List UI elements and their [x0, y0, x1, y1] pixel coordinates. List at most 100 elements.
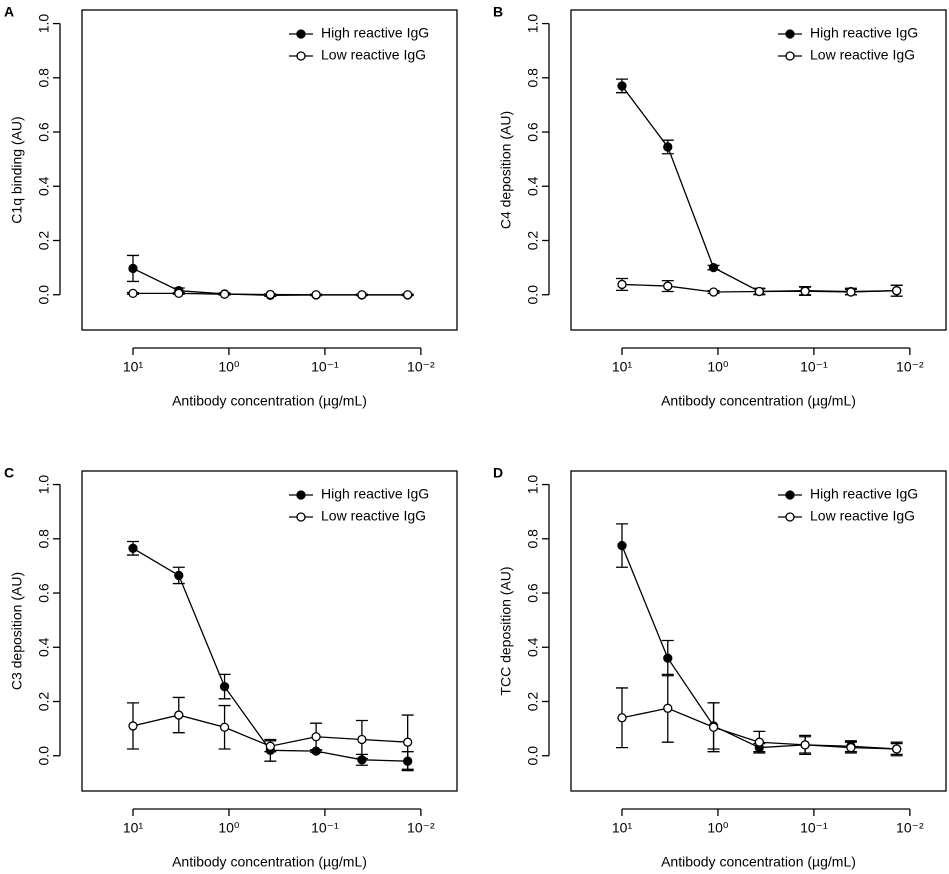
marker — [617, 540, 627, 551]
y-tick-label: 0.0 — [36, 746, 52, 766]
marker — [265, 741, 275, 751]
x-tick-label: 10⁰ — [218, 820, 240, 836]
plot-box — [81, 470, 458, 792]
y-tick-label: 1.0 — [525, 475, 541, 495]
marker — [708, 287, 719, 297]
panel-label: B — [493, 4, 503, 20]
panel-label: C — [4, 465, 14, 481]
x-tick-label: 10⁰ — [218, 359, 240, 375]
panel-label: A — [4, 4, 14, 20]
series-line — [132, 547, 408, 762]
marker — [846, 742, 856, 753]
marker — [403, 737, 413, 747]
marker — [663, 703, 673, 713]
marker — [663, 281, 673, 291]
marker — [357, 290, 367, 300]
legend-label: Low reactive IgG — [810, 47, 915, 63]
marker — [128, 543, 138, 553]
marker — [617, 81, 627, 91]
x-tick-label: 10⁻¹ — [311, 820, 339, 836]
marker — [219, 289, 230, 299]
y-tick-label: 0.2 — [525, 692, 541, 712]
x-tick-label: 10¹ — [123, 359, 144, 375]
marker — [128, 721, 138, 731]
panel: D 0.0 0.2 0.4 0.6 0.8 1.0 10¹ 10⁰ 10⁻¹ 10⁻² Antibod… — [493, 465, 947, 870]
y-tick-label: 0.6 — [36, 122, 52, 142]
y-tick-label: 0.6 — [525, 122, 541, 142]
marker — [174, 710, 184, 720]
y-axis-label: TCC deposition (AU) — [498, 566, 514, 695]
marker — [617, 279, 627, 290]
x-axis-label: Antibody concentration (µg/mL) — [172, 393, 367, 409]
x-axis-label: Antibody concentration (µg/mL) — [172, 854, 367, 870]
y-tick-label: 0.4 — [36, 637, 52, 657]
y-tick-label: 0.0 — [525, 746, 541, 766]
marker — [754, 286, 764, 297]
y-axis-label: C3 deposition (AU) — [9, 572, 25, 690]
x-tick-label: 10¹ — [123, 820, 144, 836]
legend-label: High reactive IgG — [321, 25, 429, 41]
x-tick-label: 10⁻² — [407, 359, 435, 375]
y-tick-label: 0.8 — [525, 68, 541, 88]
plot-box — [81, 9, 458, 331]
y-tick-label: 1.0 — [36, 14, 52, 34]
legend-label: Low reactive IgG — [321, 508, 426, 524]
legend-marker — [296, 512, 306, 522]
x-axis-label: Antibody concentration (µg/mL) — [661, 854, 856, 870]
marker — [174, 288, 184, 299]
marker — [800, 286, 810, 296]
legend-marker — [296, 51, 306, 61]
x-tick-label: 10⁰ — [707, 820, 729, 836]
x-tick-label: 10⁰ — [707, 359, 729, 375]
marker — [892, 744, 902, 754]
y-tick-label: 1.0 — [36, 475, 52, 495]
y-tick-label: 0.4 — [525, 637, 541, 657]
y-tick-label: 0.2 — [36, 231, 52, 251]
x-tick-label: 10¹ — [612, 359, 633, 375]
y-tick-label: 0.2 — [525, 231, 541, 251]
y-tick-label: 0.4 — [525, 176, 541, 196]
y-tick-label: 0.8 — [36, 529, 52, 549]
y-tick-label: 0.0 — [36, 285, 52, 305]
x-tick-label: 10⁻¹ — [800, 359, 828, 375]
legend-marker — [785, 490, 795, 500]
legend-marker — [785, 29, 795, 39]
marker — [708, 722, 719, 732]
y-axis-label: C1q binding (AU) — [9, 116, 25, 223]
marker — [617, 713, 627, 723]
marker — [846, 287, 856, 297]
marker — [219, 681, 230, 692]
x-tick-label: 10¹ — [612, 820, 633, 836]
legend-label: High reactive IgG — [321, 486, 429, 502]
x-tick-label: 10⁻¹ — [800, 820, 828, 836]
x-tick-label: 10⁻² — [896, 359, 924, 375]
y-axis-label: C4 deposition (AU) — [498, 111, 514, 229]
marker — [800, 740, 810, 750]
x-tick-label: 10⁻¹ — [311, 359, 339, 375]
legend-marker — [785, 512, 795, 522]
marker — [663, 653, 673, 663]
x-tick-label: 10⁻² — [896, 820, 924, 836]
legend-label: High reactive IgG — [810, 486, 918, 502]
legend-label: High reactive IgG — [810, 25, 918, 41]
marker — [311, 290, 321, 300]
plot-box — [570, 470, 947, 792]
x-axis-label: Antibody concentration (µg/mL) — [661, 393, 856, 409]
y-tick-label: 0.2 — [36, 692, 52, 712]
y-tick-label: 0.8 — [525, 529, 541, 549]
legend-marker — [296, 29, 306, 39]
marker — [892, 286, 902, 296]
panel: A 0.0 0.2 0.4 0.6 0.8 1.0 10¹ 10⁰ 10⁻¹ 10⁻² Antibod… — [4, 4, 458, 409]
panel: B 0.0 0.2 0.4 0.6 0.8 1.0 10¹ 10⁰ 10⁻¹ 10⁻² Antibod… — [493, 4, 947, 409]
marker — [128, 263, 138, 274]
y-tick-label: 0.8 — [36, 68, 52, 88]
marker — [174, 570, 184, 581]
marker — [357, 734, 367, 745]
marker — [219, 722, 230, 732]
y-tick-label: 0.6 — [36, 583, 52, 603]
series-line — [621, 545, 897, 750]
y-tick-label: 1.0 — [525, 14, 541, 34]
series-line — [621, 85, 897, 293]
panel: C 0.0 0.2 0.4 0.6 0.8 1.0 10¹ 10⁰ 10⁻¹ 10⁻² Antibod… — [4, 465, 458, 870]
